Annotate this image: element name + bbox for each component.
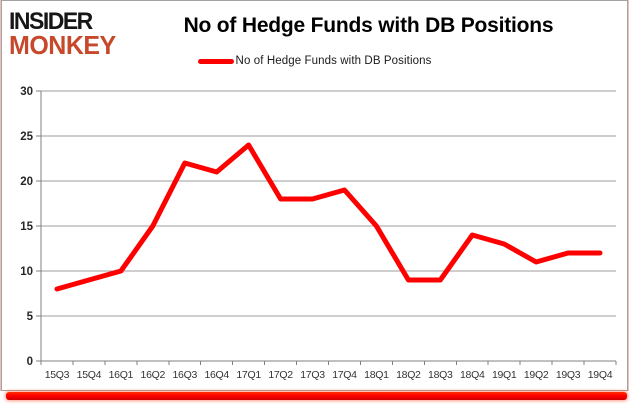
x-axis-label: 16Q3 [173, 369, 198, 381]
x-axis-label: 19Q4 [588, 369, 613, 381]
logo-line-insider: INSIDER [9, 6, 93, 35]
legend: No of Hedge Funds with DB Positions [2, 53, 627, 69]
y-axis-label: 0 [27, 356, 33, 368]
chart-card: INSIDER MONKEY No of Hedge Funds with DB… [1, 0, 628, 391]
x-axis-label: 19Q2 [524, 369, 549, 381]
x-axis-label: 17Q2 [268, 369, 293, 381]
x-axis-label: 18Q4 [460, 369, 485, 381]
logo-line-monkey: MONKEY [9, 30, 116, 61]
y-axis-label: 25 [20, 131, 33, 143]
x-axis-label: 16Q4 [204, 369, 229, 381]
x-axis-label: 17Q3 [300, 369, 325, 381]
x-axis-label: 16Q2 [141, 369, 166, 381]
x-axis-label: 15Q4 [77, 369, 102, 381]
insider-monkey-logo: INSIDER MONKEY [9, 6, 121, 61]
y-axis-label: 5 [27, 311, 34, 323]
x-axis-label: 19Q1 [492, 369, 517, 381]
red-accent-bar [6, 392, 627, 400]
y-axis-label: 15 [20, 221, 33, 233]
series-line [54, 142, 603, 292]
page-title: No of Hedge Funds with DB Positions [183, 14, 554, 37]
y-axis-label: 20 [20, 176, 33, 188]
x-axis-label: 18Q2 [396, 369, 421, 381]
x-axis-label: 19Q3 [556, 369, 581, 381]
x-axis-label: 17Q1 [236, 369, 261, 381]
x-axis-label: 15Q3 [45, 369, 70, 381]
legend-label: No of Hedge Funds with DB Positions [235, 55, 432, 67]
x-axis-label: 17Q4 [332, 369, 357, 381]
x-axis-label: 16Q1 [109, 369, 134, 381]
y-axis-label: 30 [20, 86, 33, 98]
legend-line-marker [197, 58, 234, 64]
x-axis-label: 18Q3 [428, 369, 453, 381]
x-axis-label: 18Q1 [364, 369, 389, 381]
y-axis-label: 10 [20, 266, 33, 278]
line-chart: 0 5 10 15 20 25 30 15Q3 15Q4 16Q1 16Q2 16Q3 16Q4 17Q1… [20, 86, 617, 381]
